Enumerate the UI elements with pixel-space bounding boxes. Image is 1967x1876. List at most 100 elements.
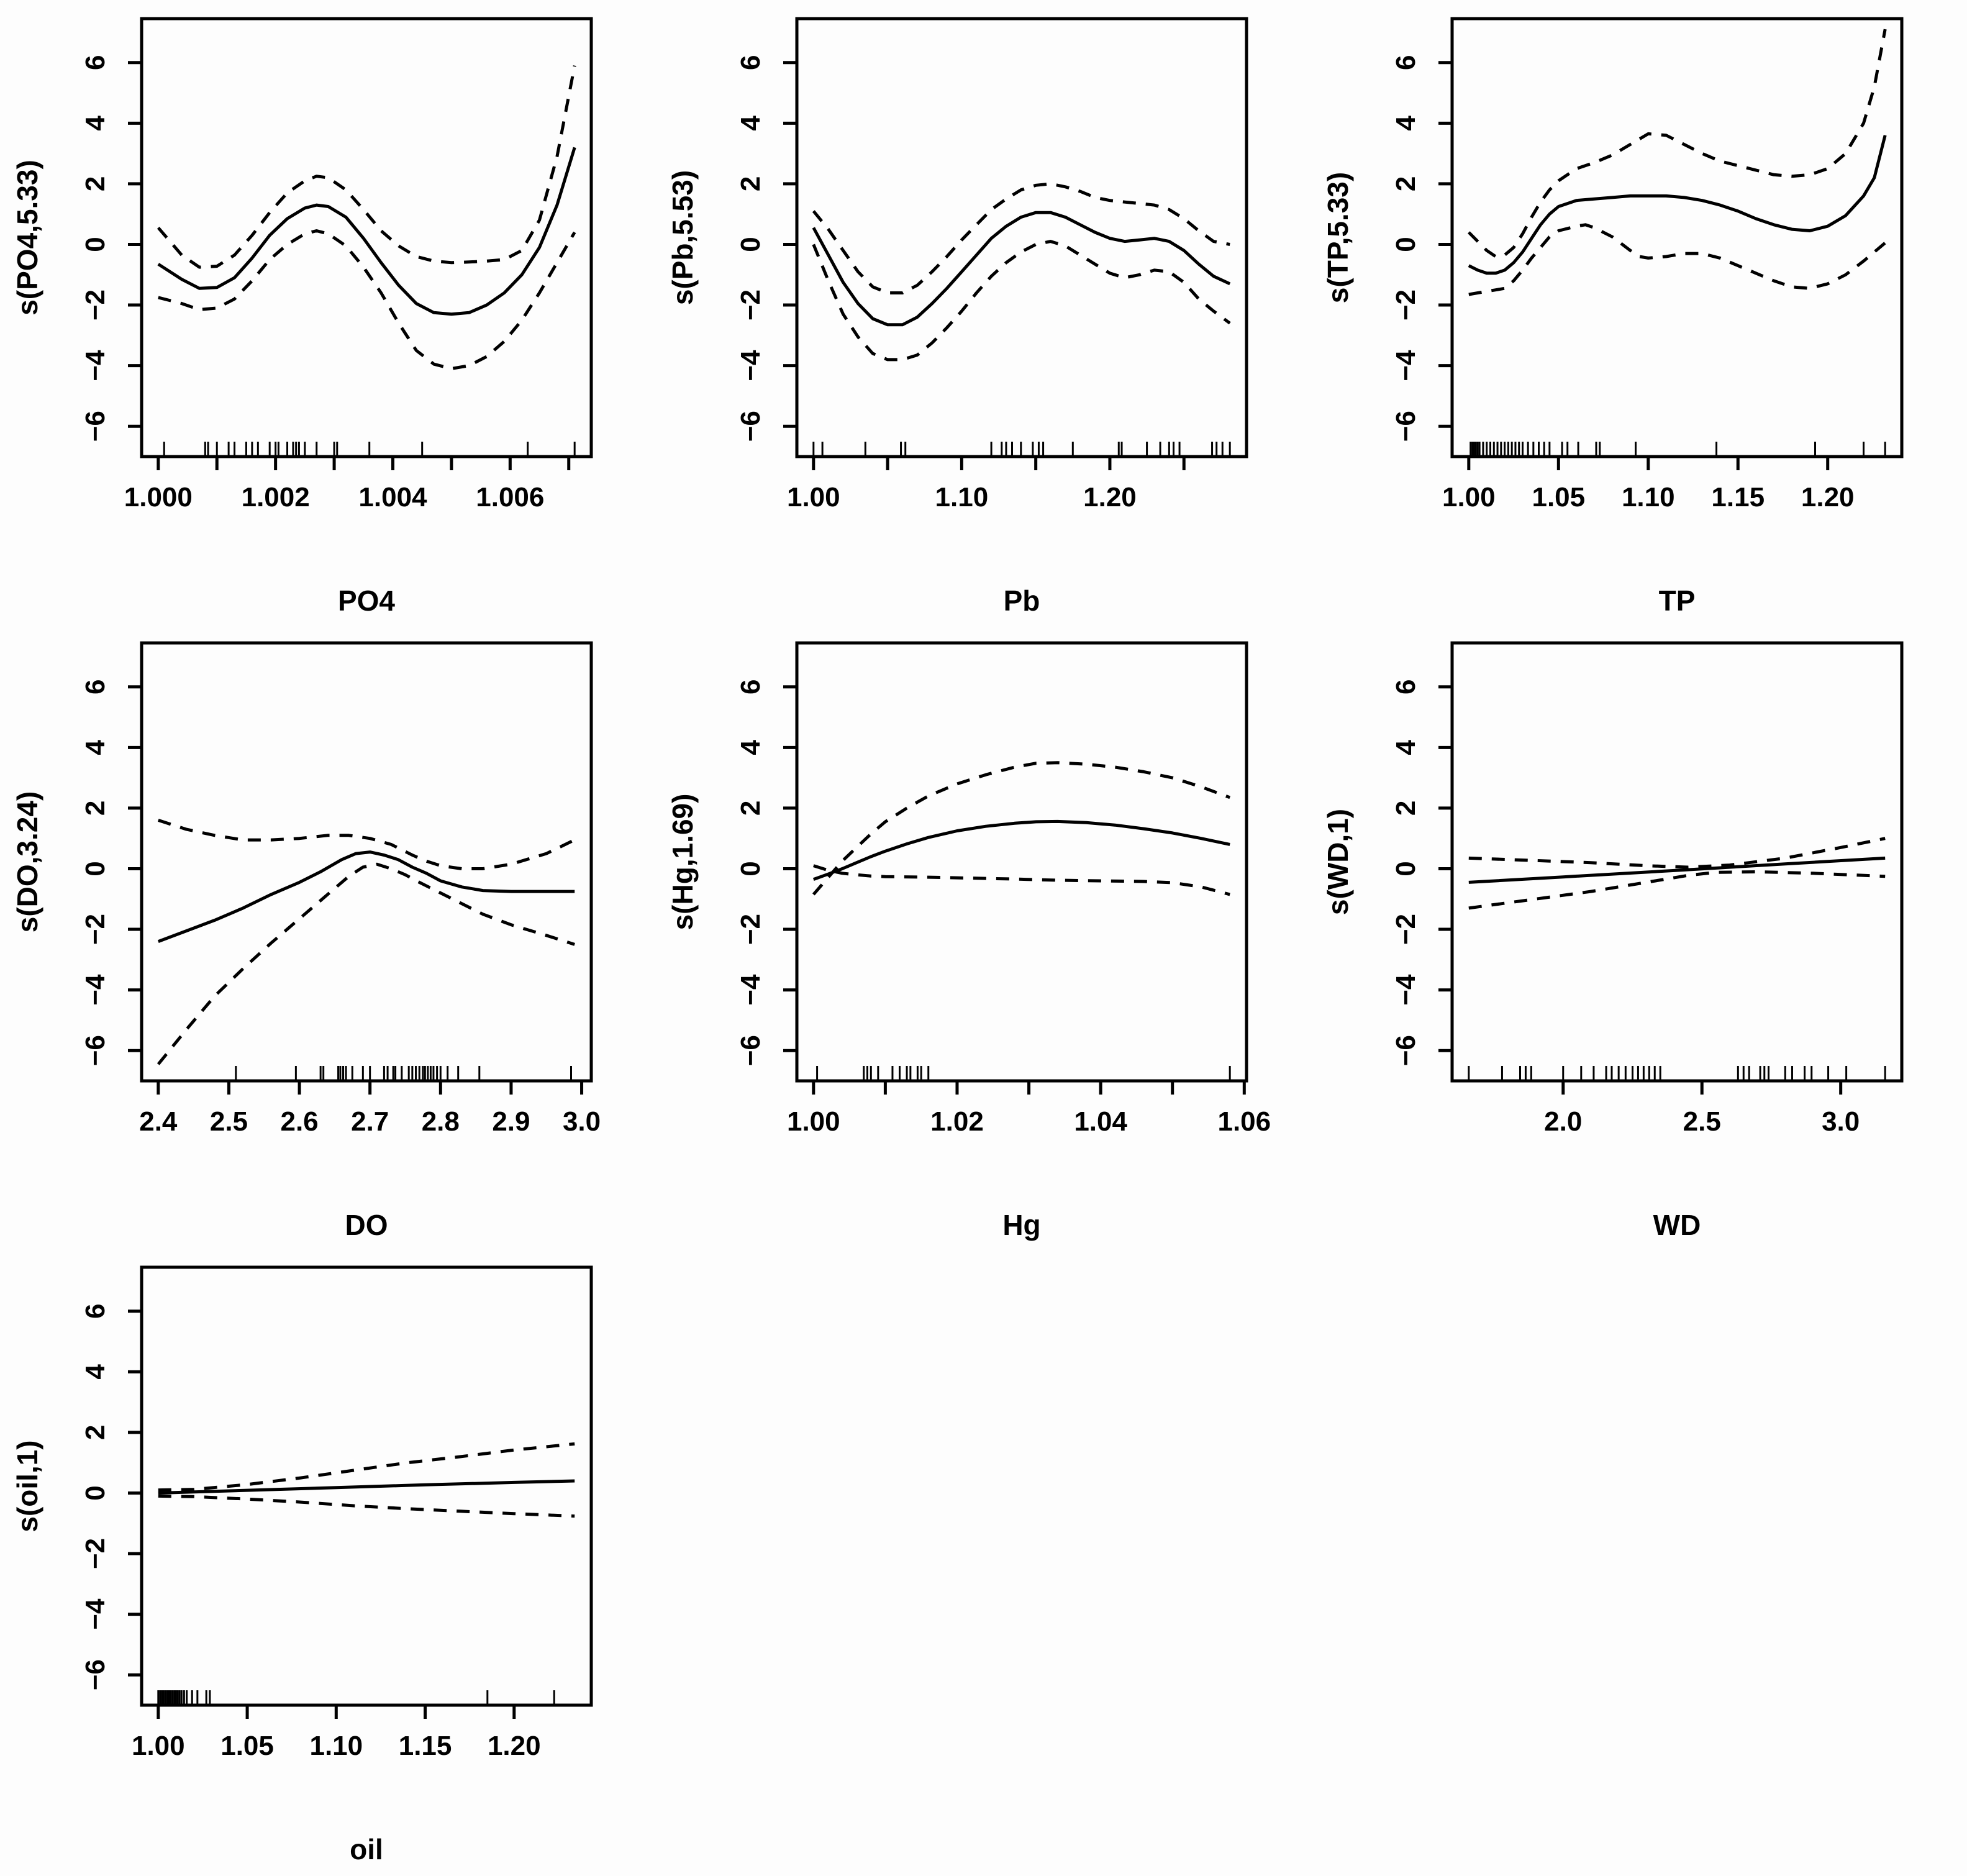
y-tick-label: 4 bbox=[735, 116, 766, 131]
y-tick-label: −4 bbox=[735, 350, 766, 381]
lower-ci-curve bbox=[1468, 223, 1886, 296]
gam-plot-svg-Pb: 1.00 1.10 1.20 −6 −4 −2 0 2 4 6 Pb s(Pb,5.53) bbox=[666, 17, 1248, 617]
y-tick-label: −2 bbox=[735, 914, 766, 945]
y-tick-label: 2 bbox=[735, 176, 766, 191]
x-tick-label: 2.4 bbox=[139, 1106, 178, 1137]
y-tick-label: −6 bbox=[80, 1035, 111, 1066]
x-axis-title: Hg bbox=[1002, 1209, 1040, 1241]
y-tick-label: 4 bbox=[735, 740, 766, 755]
x-tick-label: 1.05 bbox=[1532, 482, 1585, 512]
y-tick-label: 6 bbox=[735, 55, 766, 70]
x-tick-label: 1.20 bbox=[1801, 482, 1855, 512]
upper-ci-curve bbox=[812, 182, 1230, 294]
x-tick-label: 1.06 bbox=[1217, 1106, 1271, 1137]
y-axis-title: s(Hg,1.69) bbox=[666, 794, 699, 931]
x-tick-label: 3.0 bbox=[1822, 1106, 1860, 1137]
y-tick-label: 2 bbox=[735, 801, 766, 816]
gam-panel-Pb: 1.00 1.10 1.20 −6 −4 −2 0 2 4 6 Pb s(Pb,5.53) bbox=[655, 0, 1311, 624]
y-tick-label: 6 bbox=[80, 55, 111, 70]
x-tick-label: 1.10 bbox=[1622, 482, 1675, 512]
upper-ci-curve bbox=[158, 819, 576, 870]
y-tick-label: −4 bbox=[80, 974, 111, 1006]
gam-plot-svg-WD: 2.0 2.5 3.0 −6 −4 −2 0 2 4 6 WD s(WD,1) bbox=[1322, 641, 1904, 1241]
y-tick-label: 6 bbox=[735, 680, 766, 694]
upper-ci-curve bbox=[812, 761, 1231, 896]
y-tick-label: 2 bbox=[80, 801, 111, 816]
x-tick-label: 3.0 bbox=[563, 1106, 601, 1137]
x-tick-label: 2.5 bbox=[210, 1106, 248, 1137]
y-axis-title: s(Pb,5.53) bbox=[666, 170, 699, 305]
y-axis-title: s(oil,1) bbox=[11, 1440, 43, 1532]
y-axis-title: s(DO,3.24) bbox=[11, 791, 43, 933]
y-axis-title: s(TP,5.33) bbox=[1322, 172, 1354, 303]
gam-plot-svg-Hg: 1.00 1.02 1.04 1.06 −6 −4 −2 0 2 4 6 Hg s(Hg,1.69) bbox=[666, 641, 1271, 1241]
y-tick-label: 0 bbox=[735, 861, 766, 876]
plot-box bbox=[140, 1265, 593, 1707]
fit-curve bbox=[1468, 856, 1886, 884]
x-tick-label: 1.20 bbox=[1083, 482, 1137, 512]
y-tick-label: 2 bbox=[1391, 176, 1421, 191]
x-tick-label: 1.10 bbox=[309, 1731, 363, 1761]
x-axis-title: WD bbox=[1653, 1209, 1701, 1241]
y-tick-label: 0 bbox=[80, 237, 111, 252]
y-tick-label: −4 bbox=[80, 1598, 111, 1630]
y-tick-label: 4 bbox=[1391, 116, 1421, 131]
y-tick-label: −6 bbox=[80, 1659, 111, 1690]
upper-ci-curve bbox=[157, 65, 576, 269]
y-axis-title: s(WD,1) bbox=[1322, 809, 1354, 915]
lower-ci-curve bbox=[158, 1494, 575, 1518]
gam-plot-svg-oil: 1.00 1.05 1.10 1.15 1.20 −6 −4 −2 0 2 4 6 oil s(oil,1… bbox=[11, 1265, 593, 1865]
y-tick-label: −2 bbox=[1391, 289, 1421, 321]
y-tick-label: 6 bbox=[1391, 680, 1421, 694]
plot-box bbox=[795, 17, 1248, 458]
y-tick-label: 2 bbox=[80, 176, 111, 191]
x-tick-label: 1.00 bbox=[1442, 482, 1496, 512]
gam-plot-svg-PO4: 1.000 1.002 1.004 1.006 −6 −4 −2 0 2 4 6 PO4 s(PO4,5… bbox=[11, 17, 593, 617]
upper-ci-curve bbox=[1468, 837, 1886, 869]
fit-curve bbox=[158, 1479, 575, 1495]
lower-ci-curve bbox=[812, 240, 1231, 362]
gam-panel-WD: 2.0 2.5 3.0 −6 −4 −2 0 2 4 6 WD s(WD,1) bbox=[1311, 624, 1966, 1249]
y-tick-label: 0 bbox=[80, 1485, 111, 1500]
x-tick-label: 1.00 bbox=[787, 482, 840, 512]
x-tick-label: 2.9 bbox=[492, 1106, 530, 1137]
x-tick-label: 1.05 bbox=[220, 1731, 274, 1761]
lower-ci-curve bbox=[1468, 870, 1886, 910]
y-tick-label: 0 bbox=[735, 237, 766, 252]
plot-box bbox=[140, 17, 593, 458]
y-tick-label: −2 bbox=[80, 289, 111, 321]
y-tick-label: −6 bbox=[1391, 411, 1421, 442]
y-tick-label: −6 bbox=[1391, 1035, 1421, 1066]
gam-panel-DO: 2.4 2.5 2.6 2.7 2.8 2.9 3.0 −6 −4 −2 0 2 4 6 DO s(DO,3.… bbox=[0, 624, 655, 1249]
y-tick-label: 4 bbox=[80, 116, 111, 131]
upper-ci-curve bbox=[158, 1442, 575, 1492]
gam-panel-oil: 1.00 1.05 1.10 1.15 1.20 −6 −4 −2 0 2 4 6 oil s(oil,1… bbox=[0, 1249, 655, 1873]
y-tick-label: −6 bbox=[80, 411, 111, 442]
y-tick-label: −4 bbox=[1391, 350, 1421, 381]
y-tick-label: −2 bbox=[80, 914, 111, 945]
x-tick-label: 1.004 bbox=[358, 482, 427, 512]
gam-plot-svg-DO: 2.4 2.5 2.6 2.7 2.8 2.9 3.0 −6 −4 −2 0 2 4 6 DO s(DO,3.… bbox=[11, 641, 601, 1241]
y-tick-label: 4 bbox=[1391, 740, 1421, 755]
plot-box bbox=[795, 641, 1248, 1083]
x-axis-title: TP bbox=[1659, 585, 1696, 617]
y-tick-label: −4 bbox=[1391, 974, 1421, 1006]
y-tick-label: 0 bbox=[80, 861, 111, 876]
fit-curve bbox=[1468, 135, 1887, 275]
y-tick-label: −4 bbox=[80, 350, 111, 381]
upper-ci-curve bbox=[1468, 29, 1887, 258]
x-tick-label: 2.6 bbox=[280, 1106, 318, 1137]
x-tick-label: 1.00 bbox=[132, 1731, 185, 1761]
gam-panel-TP: 1.00 1.05 1.10 1.15 1.20 −6 −4 −2 0 2 4 6 TP s(TP,5.3… bbox=[1311, 0, 1966, 624]
x-axis-title: DO bbox=[345, 1209, 388, 1241]
lower-ci-curve bbox=[813, 864, 1230, 896]
x-tick-label: 1.15 bbox=[399, 1731, 452, 1761]
fit-curve bbox=[157, 147, 576, 316]
lower-ci-curve bbox=[158, 229, 576, 370]
x-tick-label: 1.000 bbox=[124, 482, 193, 512]
y-tick-label: 6 bbox=[80, 1304, 111, 1319]
y-tick-label: −2 bbox=[735, 289, 766, 321]
x-tick-label: 2.8 bbox=[422, 1106, 460, 1137]
x-tick-label: 1.00 bbox=[787, 1106, 840, 1137]
